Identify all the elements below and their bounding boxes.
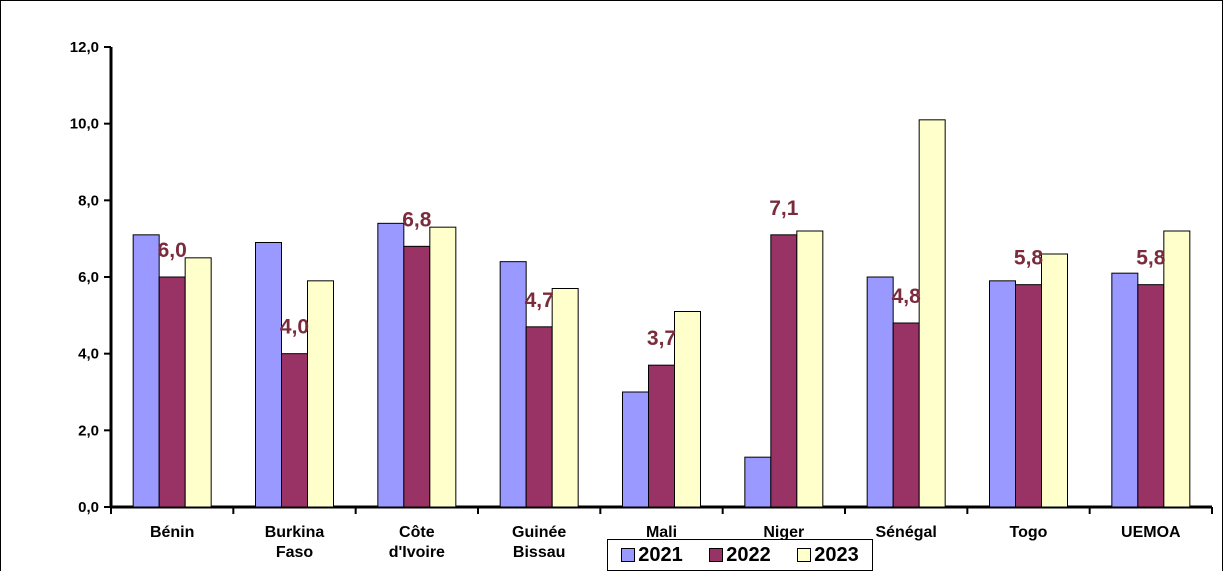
category-label-line: Guinée — [512, 524, 566, 541]
category-label-line: Sénégal — [875, 524, 936, 541]
category-label: Togo — [1010, 524, 1048, 541]
bar-2023 — [1041, 253, 1068, 508]
bar-2022 — [648, 364, 675, 508]
bar-2021 — [866, 276, 894, 508]
data-label-2022: 4,7 — [525, 289, 554, 312]
bars — [132, 119, 1191, 508]
y-tick-label: 6,0 — [78, 269, 99, 286]
legend-swatch — [621, 548, 636, 562]
y-tick-label: 4,0 — [78, 346, 99, 363]
data-label-2022: 3,7 — [647, 327, 676, 350]
category-label-line: Togo — [1010, 524, 1048, 541]
y-tick-label: 0,0 — [78, 499, 99, 516]
category-label-line: Bénin — [150, 524, 194, 541]
category-label: UEMOA — [1121, 524, 1181, 541]
bar-2022 — [1015, 284, 1042, 508]
bar-2021 — [622, 391, 649, 508]
category-label-line: Bissau — [513, 544, 565, 561]
bar-2023 — [184, 257, 212, 508]
bar-2022 — [892, 322, 920, 508]
category-label-line: d'Ivoire — [389, 544, 445, 561]
bar-2021 — [132, 234, 160, 508]
category-label: Sénégal — [875, 524, 936, 541]
legend-item-2022: 2022 — [709, 544, 771, 567]
y-tick-label: 2,0 — [78, 422, 99, 439]
data-label-2022: 5,8 — [1136, 247, 1166, 270]
data-label-2022: 4,0 — [280, 316, 309, 339]
category-label-line: Côte — [399, 524, 435, 541]
bar-2021 — [255, 242, 282, 508]
data-label-2022: 6,8 — [402, 208, 432, 231]
category-label-line: Faso — [276, 544, 314, 561]
category-label: Mali — [646, 524, 677, 541]
category-label-line: Mali — [646, 524, 677, 541]
bar-2022 — [525, 326, 553, 508]
bar-2022 — [770, 234, 798, 508]
bar-2023 — [551, 288, 579, 508]
y-tick-label: 8,0 — [78, 192, 99, 209]
legend-label: 2021 — [638, 543, 683, 566]
legend-label: 2022 — [726, 543, 771, 566]
legend-swatch — [797, 548, 812, 562]
category-label-line: Niger — [763, 524, 804, 541]
legend: 2021 2022 2023 — [607, 539, 873, 571]
data-label-2022: 6,0 — [158, 239, 187, 262]
data-labels: 6,0 4,0 6,8 4,7 3,7 7,1 4,8 5,8 5,8 — [158, 197, 1166, 350]
category-label-line: Burkina — [265, 524, 325, 541]
category-label: Burkina Faso — [265, 524, 325, 561]
category-label-line: UEMOA — [1121, 524, 1181, 541]
bar-2022 — [403, 245, 431, 508]
y-tick-label: 12,0 — [70, 39, 99, 56]
data-label-2022: 5,8 — [1014, 247, 1044, 270]
category-label: Guinée Bissau — [512, 524, 566, 561]
category-label: Niger — [763, 524, 804, 541]
legend-swatch — [709, 548, 724, 562]
y-axis: 0,0 2,0 4,0 6,0 8,0 10,0 12,0 — [70, 39, 113, 516]
bar-2023 — [1163, 230, 1191, 508]
bar-2021 — [744, 456, 772, 508]
bar-2023 — [796, 230, 824, 508]
category-label: Bénin — [150, 524, 194, 541]
bar-2022 — [1137, 284, 1165, 508]
legend-item-2021: 2021 — [621, 544, 683, 567]
category-label: Côte d'Ivoire — [389, 524, 445, 561]
y-tick-label: 10,0 — [70, 116, 99, 133]
bar-2022 — [158, 276, 186, 508]
legend-item-2023: 2023 — [797, 544, 859, 567]
bar-2023 — [918, 119, 946, 508]
legend-label: 2023 — [814, 543, 859, 566]
bar-2021 — [377, 222, 405, 508]
bar-2021 — [989, 280, 1016, 508]
bar-2023 — [674, 311, 701, 508]
bar-2021 — [499, 261, 527, 508]
bar-2023 — [307, 280, 334, 508]
bar-2023 — [429, 226, 457, 508]
data-label-2022: 4,8 — [892, 285, 922, 308]
bar-2021 — [1111, 272, 1139, 508]
data-label-2022: 7,1 — [769, 197, 799, 220]
bar-2022 — [281, 353, 308, 508]
